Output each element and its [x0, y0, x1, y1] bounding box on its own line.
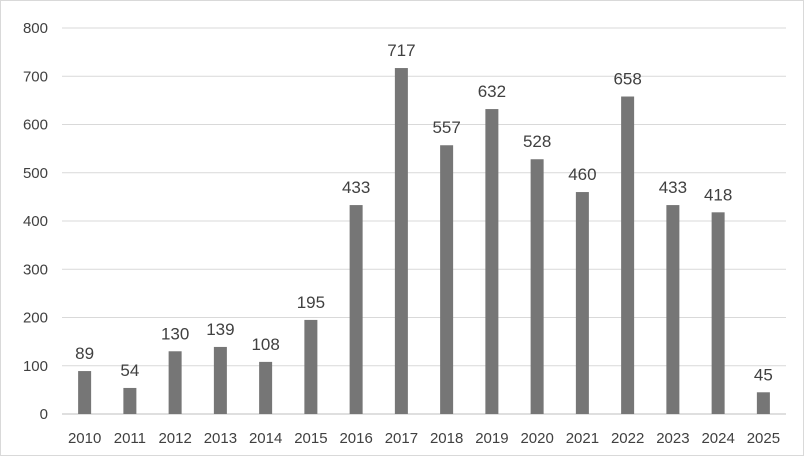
bar-2014 — [259, 361, 273, 414]
data-labels: 89 54 130 139 108 195 433 717 557 632 528 460 658 433… — [75, 41, 773, 384]
x-tick-label-2010: 2010 — [68, 430, 101, 447]
x-tick-label-2014: 2014 — [249, 430, 282, 447]
bar-2020 — [530, 159, 544, 414]
bar-2021 — [575, 192, 589, 414]
bar-2013 — [213, 346, 227, 414]
x-tick-label-2019: 2019 — [475, 430, 508, 447]
x-tick-label-2022: 2022 — [611, 430, 644, 447]
bars — [78, 68, 770, 415]
x-tick-label-2018: 2018 — [430, 430, 463, 447]
data-label-2011: 54 — [120, 361, 139, 380]
y-tick-label: 600 — [23, 117, 48, 134]
x-tick-label-2020: 2020 — [520, 430, 553, 447]
gridlines — [62, 27, 786, 415]
data-label-2021: 460 — [568, 165, 596, 184]
y-tick-label: 100 — [23, 358, 48, 375]
bar-2024 — [711, 212, 725, 414]
bar-2025 — [756, 392, 770, 414]
data-label-2017: 717 — [387, 41, 415, 60]
bar-2012 — [168, 351, 182, 414]
y-tick-label: 400 — [23, 213, 48, 230]
bar-2015 — [304, 319, 318, 414]
x-axis-ticks: 2010 2011 2012 2013 2014 2015 2016 2017 2018 2019… — [68, 430, 780, 447]
data-label-2023: 433 — [659, 178, 687, 197]
x-tick-label-2024: 2024 — [701, 430, 734, 447]
bar-2022 — [621, 96, 635, 414]
bar-2023 — [666, 205, 680, 414]
bar-2010 — [78, 371, 92, 414]
x-tick-label-2015: 2015 — [294, 430, 327, 447]
data-label-2015: 195 — [297, 293, 325, 312]
x-tick-label-2025: 2025 — [747, 430, 780, 447]
y-tick-label: 300 — [23, 261, 48, 278]
data-label-2013: 139 — [206, 320, 234, 339]
x-tick-label-2023: 2023 — [656, 430, 689, 447]
data-label-2022: 658 — [613, 70, 641, 89]
data-label-2014: 108 — [251, 335, 279, 354]
data-label-2010: 89 — [75, 344, 94, 363]
y-axis-ticks: 0 100 200 300 400 500 600 700 800 — [23, 20, 48, 423]
data-label-2019: 632 — [478, 82, 506, 101]
bar-2016 — [349, 205, 363, 414]
x-tick-label-2011: 2011 — [114, 430, 146, 447]
x-tick-label-2017: 2017 — [385, 430, 418, 447]
x-tick-label-2016: 2016 — [339, 430, 372, 447]
data-label-2018: 557 — [432, 118, 460, 137]
x-tick-label-2012: 2012 — [158, 430, 191, 447]
bar-2011 — [123, 387, 137, 414]
y-tick-label: 500 — [23, 165, 48, 182]
bar-2017 — [394, 68, 408, 415]
y-tick-label: 0 — [40, 406, 48, 423]
bar-2018 — [440, 145, 454, 414]
data-label-2024: 418 — [704, 185, 732, 204]
x-tick-label-2021: 2021 — [566, 430, 599, 447]
y-tick-label: 700 — [23, 68, 48, 85]
x-tick-label-2013: 2013 — [204, 430, 237, 447]
y-tick-label: 200 — [23, 310, 48, 327]
y-tick-label: 800 — [23, 20, 48, 37]
data-label-2016: 433 — [342, 178, 370, 197]
bar-2019 — [485, 109, 499, 414]
data-label-2020: 528 — [523, 132, 551, 151]
data-label-2012: 130 — [161, 324, 189, 343]
data-label-2025: 45 — [754, 365, 773, 384]
